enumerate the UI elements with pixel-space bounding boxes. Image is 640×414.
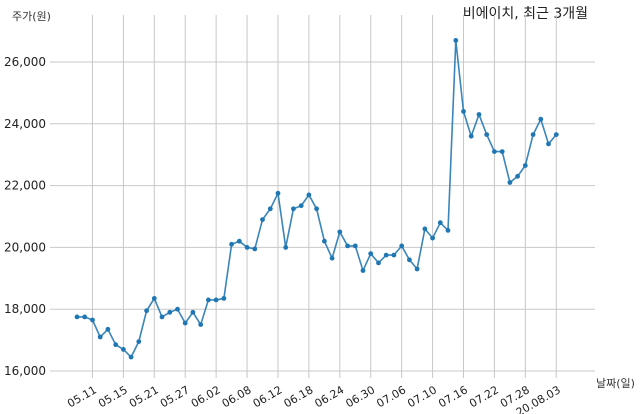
data-point xyxy=(484,132,490,138)
data-point xyxy=(376,260,381,266)
data-point xyxy=(314,206,319,212)
data-point xyxy=(159,314,165,320)
data-point xyxy=(515,173,520,179)
data-point xyxy=(476,112,482,117)
data-point xyxy=(260,217,265,223)
data-point xyxy=(136,339,142,344)
data-point xyxy=(97,334,103,340)
data-point xyxy=(329,255,335,261)
data-point xyxy=(190,309,196,315)
data-point xyxy=(74,314,80,320)
data-point xyxy=(144,308,150,314)
data-point xyxy=(407,257,412,263)
data-point xyxy=(383,252,389,258)
data-point xyxy=(368,251,374,256)
data-point xyxy=(468,133,474,139)
x-axis-label: 날짜(일) xyxy=(596,376,635,390)
data-point xyxy=(345,243,350,249)
data-point xyxy=(399,243,405,249)
data-point xyxy=(360,268,366,273)
x-tick-label: 07.22 xyxy=(467,383,501,410)
x-tick-label: 06.24 xyxy=(313,383,347,410)
y-tick-label: 16,000 xyxy=(4,364,46,378)
data-point xyxy=(236,238,242,244)
data-point xyxy=(437,220,443,226)
data-point xyxy=(530,132,536,138)
data-point xyxy=(198,322,204,327)
x-tick-label: 06.30 xyxy=(343,383,377,410)
data-point xyxy=(175,306,180,312)
y-tick-labels: 16,000 18,000 20,000 22,000 24,000 26,000 xyxy=(4,55,46,378)
data-point xyxy=(283,245,289,250)
x-tick-label: 07.10 xyxy=(405,383,439,410)
data-point xyxy=(167,309,173,315)
data-point xyxy=(499,149,505,155)
data-point xyxy=(213,297,219,303)
data-point xyxy=(391,252,397,258)
y-tick-label: 22,000 xyxy=(4,179,46,193)
data-point xyxy=(322,238,327,244)
data-point xyxy=(182,320,188,326)
data-point xyxy=(445,228,451,233)
data-point xyxy=(553,132,559,138)
data-point xyxy=(453,38,459,43)
data-point xyxy=(229,241,235,247)
x-gridlines xyxy=(91,15,557,378)
x-tick-label: 06.02 xyxy=(189,383,223,410)
y-tick-label: 24,000 xyxy=(4,117,46,131)
x-tick-label: 07.16 xyxy=(436,383,470,410)
data-point xyxy=(291,206,296,212)
data-point xyxy=(82,314,88,320)
data-point xyxy=(430,235,435,241)
x-tick-label: 05.15 xyxy=(96,383,130,410)
y-tick-label: 20,000 xyxy=(4,240,46,254)
y-tick-label: 26,000 xyxy=(4,55,46,69)
x-tick-label: 07.06 xyxy=(374,383,408,410)
y-gridlines xyxy=(50,61,595,372)
data-point xyxy=(492,149,497,155)
x-tick-label: 06.12 xyxy=(251,383,285,410)
data-point xyxy=(267,206,273,212)
data-point xyxy=(414,266,420,272)
data-point xyxy=(275,190,281,196)
data-point xyxy=(128,354,134,360)
x-tick-label: 06.08 xyxy=(220,383,254,410)
data-point xyxy=(121,347,126,352)
data-point xyxy=(298,203,304,209)
data-point xyxy=(113,342,119,348)
data-point xyxy=(221,296,227,301)
x-tick-label: 06.18 xyxy=(282,383,316,410)
data-point xyxy=(546,141,551,147)
data-point xyxy=(206,297,211,303)
data-point xyxy=(105,326,111,332)
y-tick-label: 18,000 xyxy=(4,302,46,316)
data-point xyxy=(352,243,358,249)
data-point xyxy=(522,163,528,168)
data-point xyxy=(252,246,258,252)
y-axis-label: 주가(원) xyxy=(12,10,51,23)
data-point xyxy=(306,192,312,198)
data-point xyxy=(90,317,95,323)
x-tick-label: 05.27 xyxy=(158,383,192,410)
x-tick-label: 05.11 xyxy=(65,383,99,410)
data-point xyxy=(151,296,157,301)
x-tick-label: 05.21 xyxy=(127,383,161,410)
data-point xyxy=(244,245,250,250)
data-point xyxy=(337,229,343,235)
data-point xyxy=(507,180,513,185)
data-point xyxy=(461,109,466,114)
data-points xyxy=(74,38,559,360)
x-tick-labels: 05.1105.1505.2105.2706.0206.0806.1206.18… xyxy=(65,383,563,414)
data-point xyxy=(422,226,428,232)
data-point xyxy=(538,116,544,122)
